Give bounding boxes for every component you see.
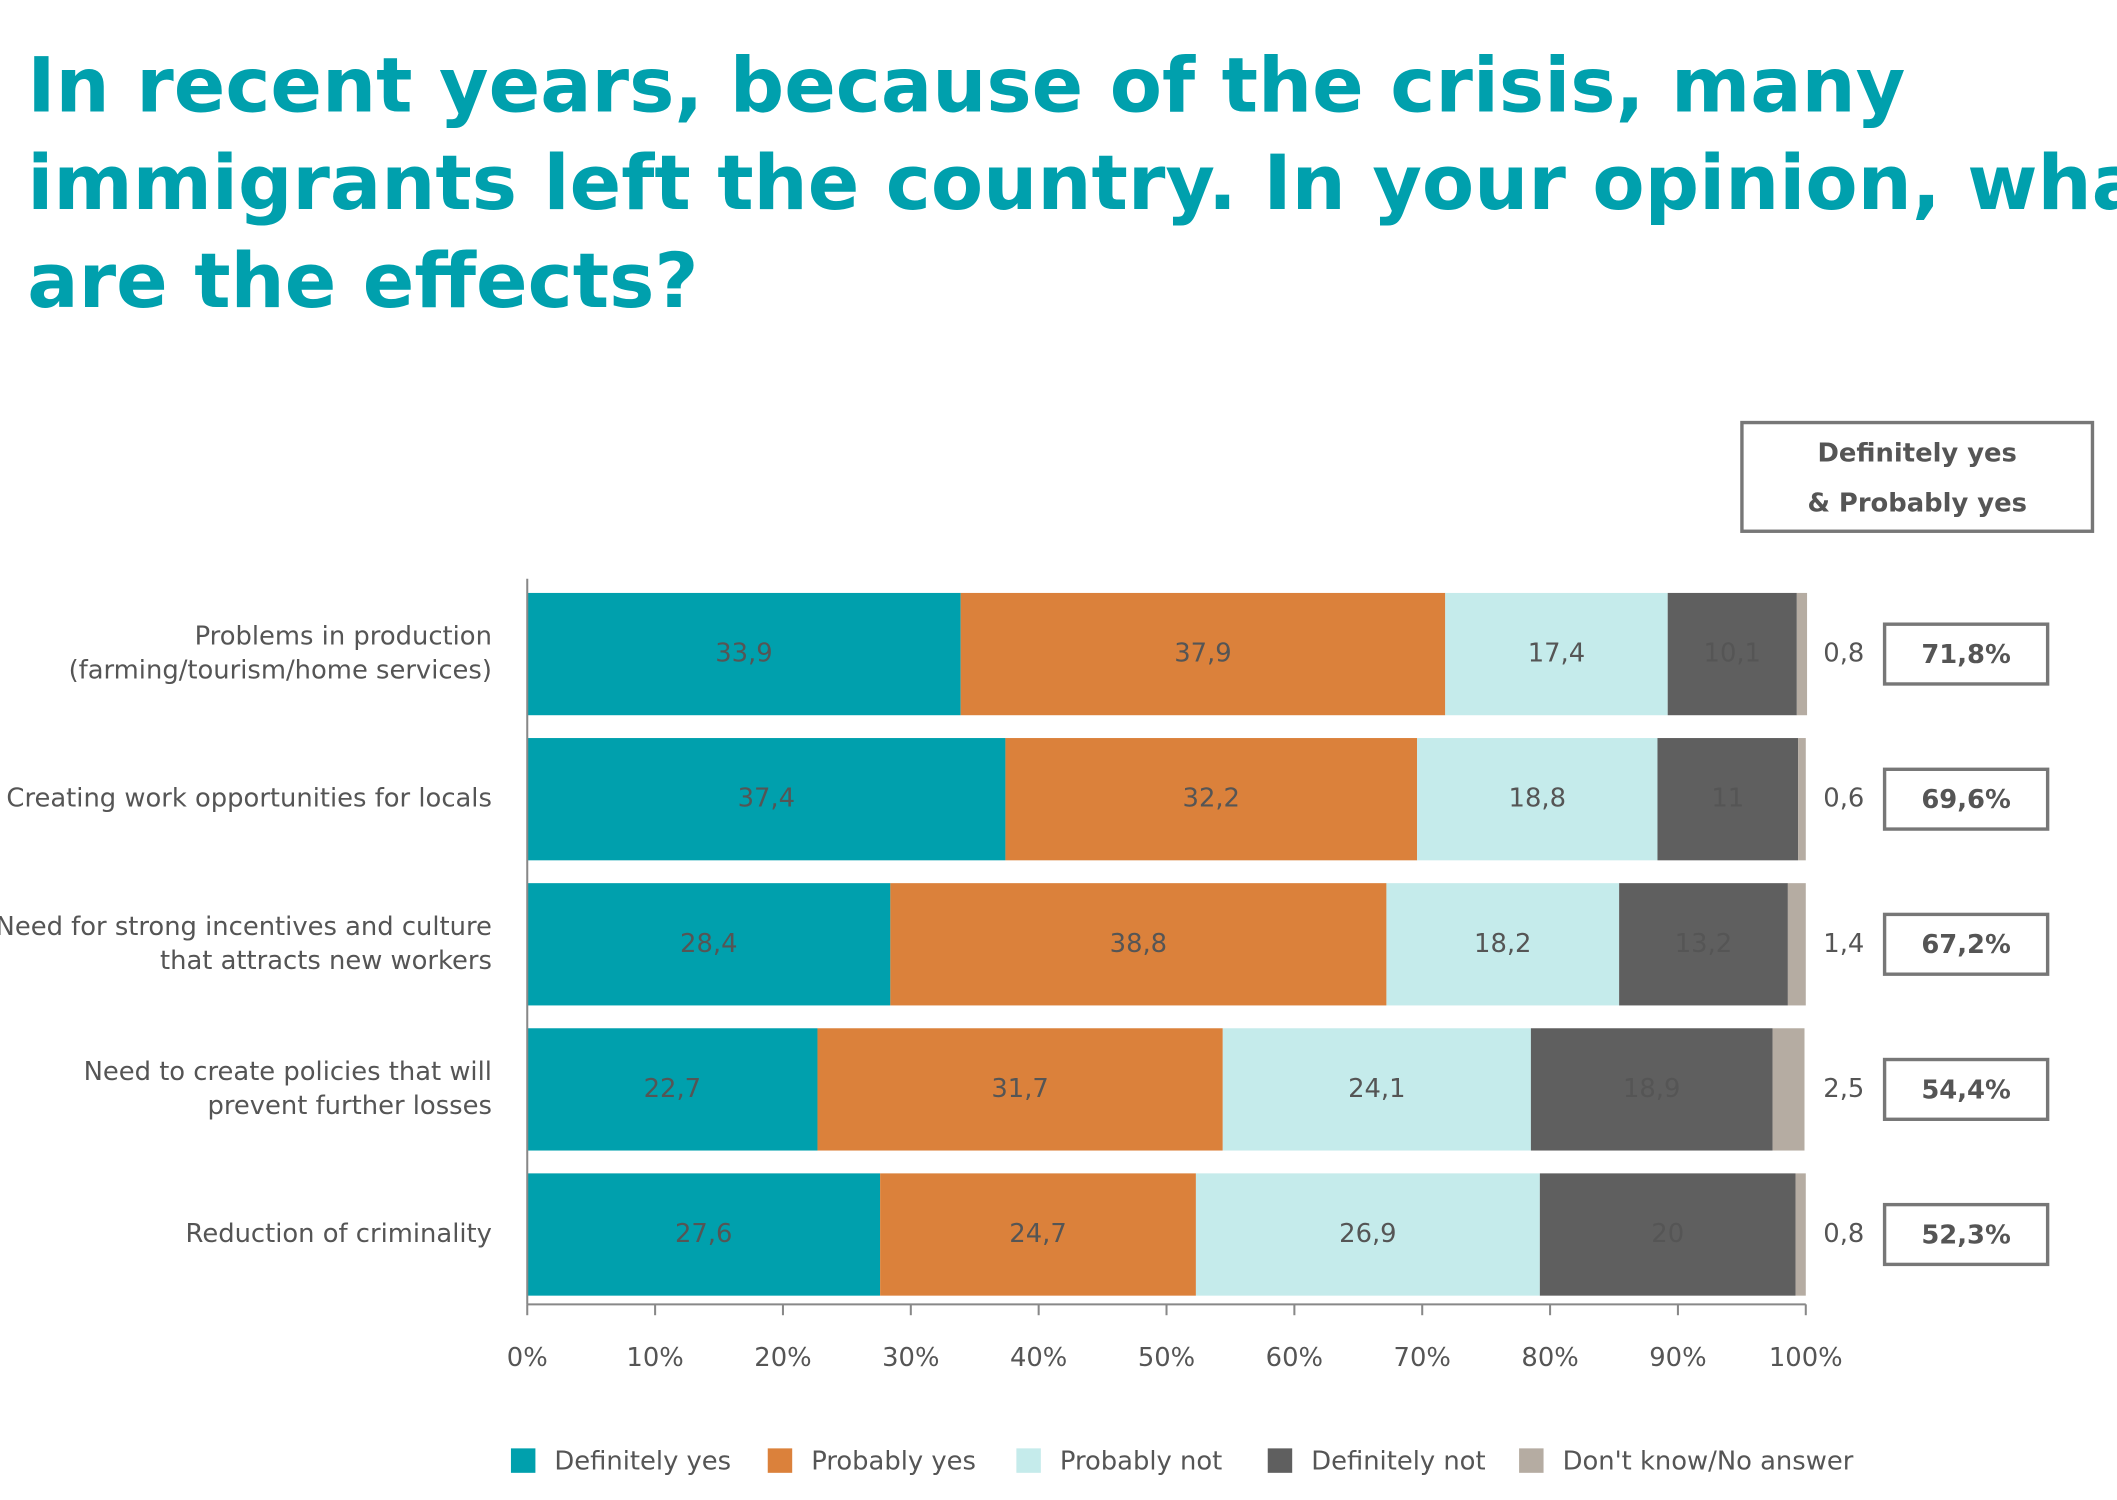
value-label: 26,9 (1339, 1219, 1396, 1249)
bar-segment (880, 1173, 1196, 1296)
bar-segment (1619, 883, 1788, 1006)
x-tick-label: 10% (626, 1343, 683, 1373)
total-box (1882, 1057, 2050, 1121)
category-label: Reduction of criminality (186, 1219, 492, 1249)
bar-segment (527, 592, 961, 716)
bar-segment (1787, 883, 1806, 1006)
totals-header-box (1740, 420, 2095, 533)
value-label: 28,4 (680, 929, 737, 959)
value-label: 37,4 (738, 784, 795, 814)
category-label: prevent further losses (208, 1091, 492, 1121)
x-tick-label: 60% (1266, 1343, 1323, 1373)
value-label: 20 (1651, 1219, 1684, 1249)
bar-segment (1386, 883, 1620, 1006)
x-tick-label: 0% (507, 1343, 548, 1373)
bar-segment (1005, 738, 1418, 861)
value-label: 24,1 (1348, 1074, 1405, 1104)
value-label: 32,2 (1183, 784, 1240, 814)
bar-segment (960, 592, 1446, 716)
total-label: 71,8% (1921, 640, 2011, 670)
total-box (1882, 622, 2050, 686)
legend-swatch (767, 1448, 793, 1473)
value-label: 0,8 (1823, 639, 1864, 669)
category-label: Problems in production (195, 622, 492, 652)
x-tick-label: 70% (1394, 1343, 1451, 1373)
value-label: 24,7 (1009, 1219, 1066, 1249)
x-tick-label: 80% (1521, 1343, 1578, 1373)
bar-segment (1796, 592, 1808, 716)
value-label: 1,4 (1823, 929, 1864, 959)
value-label: 22,7 (644, 1074, 701, 1104)
x-tick-label: 90% (1649, 1343, 1706, 1373)
totals-title: & Probably yes (1807, 489, 2026, 519)
legend-label: Probably not (1060, 1446, 1222, 1476)
value-label: 31,7 (991, 1074, 1048, 1104)
x-tick-label: 100% (1769, 1343, 1843, 1373)
value-label: 0,6 (1823, 784, 1864, 814)
category-label: Need to create policies that will (84, 1057, 492, 1087)
x-tick-label: 20% (754, 1343, 811, 1373)
total-label: 54,4% (1921, 1075, 2011, 1105)
value-label: 33,9 (715, 639, 772, 669)
total-box (1882, 1202, 2050, 1267)
x-tick-label: 30% (882, 1343, 939, 1373)
category-label: Creating work opportunities for locals (6, 784, 491, 814)
bar-segment (527, 1173, 881, 1296)
category-label: that attracts new workers (160, 946, 492, 976)
total-label: 67,2% (1921, 930, 2011, 960)
total-box (1882, 767, 2050, 831)
value-label: 2,5 (1823, 1074, 1864, 1104)
value-label: 17,4 (1528, 639, 1585, 669)
value-label: 38,8 (1110, 929, 1167, 959)
bar-segment (1417, 738, 1658, 861)
x-tick-label: 40% (1010, 1343, 1067, 1373)
chart-title: are the effects? (27, 236, 698, 325)
value-label: 13,2 (1675, 929, 1732, 959)
legend-label: Definitely yes (554, 1446, 731, 1476)
value-label: 0,8 (1823, 1219, 1864, 1249)
category-label: (farming/tourism/home services) (69, 656, 492, 686)
total-box (1882, 912, 2050, 976)
bar-segment (1657, 738, 1799, 861)
category-label: Need for strong incentives and culture (0, 912, 492, 942)
value-label: 18,2 (1474, 929, 1531, 959)
value-label: 18,8 (1509, 784, 1566, 814)
totals-title: Definitely yes (1818, 438, 2017, 468)
total-label: 52,3% (1921, 1220, 2011, 1250)
legend-swatch (1519, 1448, 1544, 1473)
bar-segment (1539, 1173, 1796, 1296)
bar-segment (1195, 1173, 1540, 1296)
bar-segment (1772, 1028, 1805, 1151)
bar-segment (890, 883, 1387, 1006)
bar-segment (527, 883, 891, 1006)
chart-title: immigrants left the country. In your opi… (27, 138, 2117, 227)
value-label: 27,6 (675, 1219, 732, 1249)
bar-segment (1798, 738, 1806, 861)
value-label: 37,9 (1174, 639, 1231, 669)
legend-swatch (510, 1448, 536, 1473)
legend-swatch (1267, 1448, 1293, 1473)
bar-segment (1222, 1028, 1531, 1151)
bar-segment (1530, 1028, 1773, 1151)
bar-segment (1667, 592, 1797, 716)
total-label: 69,6% (1921, 785, 2011, 815)
bar-segment (527, 1028, 818, 1151)
bar-segment (817, 1028, 1223, 1151)
legend-swatch (1016, 1448, 1041, 1473)
bar-segment (1445, 592, 1668, 716)
value-label: 10,1 (1704, 639, 1761, 669)
x-tick-label: 50% (1138, 1343, 1195, 1373)
bar-segment (1795, 1173, 1806, 1296)
bar-segment (527, 738, 1006, 861)
legend-label: Definitely not (1311, 1446, 1485, 1476)
value-label: 11 (1711, 784, 1744, 814)
chart-title: In recent years, because of the crisis, … (27, 40, 1905, 129)
value-label: 18,9 (1623, 1074, 1680, 1104)
legend-label: Probably yes (811, 1446, 976, 1476)
legend-label: Don't know/No answer (1563, 1446, 1854, 1476)
